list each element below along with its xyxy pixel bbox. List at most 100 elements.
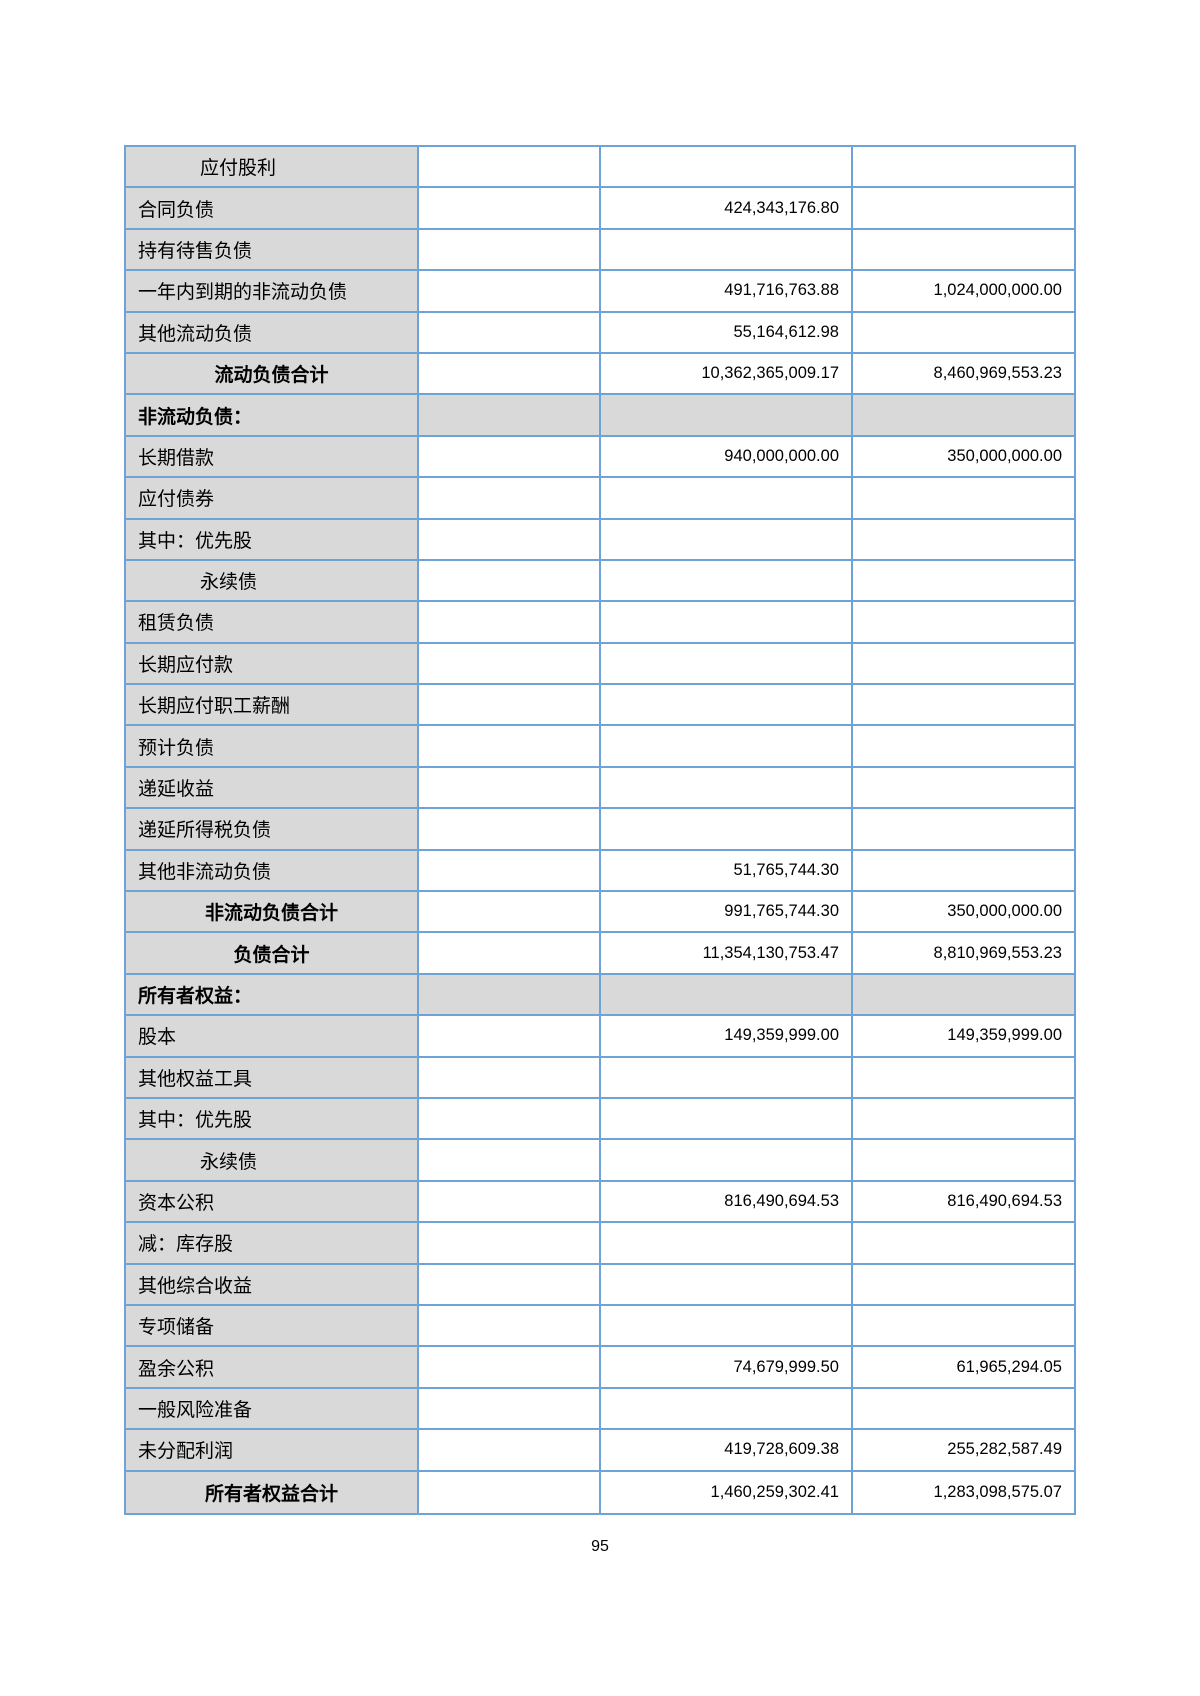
table-row: 未分配利润 419,728,609.38 255,282,587.49 xyxy=(126,1430,1074,1472)
table-row: 所有者权益合计 1,460,259,302.41 1,283,098,575.07 xyxy=(126,1471,1074,1513)
current-period-value: 55,164,612.98 xyxy=(601,312,853,352)
current-period-value xyxy=(601,726,853,766)
row-item-label: 递延所得税负债 xyxy=(126,809,419,849)
current-period-value xyxy=(601,147,853,187)
note-cell xyxy=(419,1388,601,1429)
current-period-value xyxy=(601,478,853,518)
row-item-label: 非流动负债合计 xyxy=(126,892,419,932)
row-item-label: 永续债 xyxy=(126,560,419,601)
prior-period-value xyxy=(853,560,1074,601)
row-item-label: 一年内到期的非流动负债 xyxy=(126,271,419,311)
note-cell xyxy=(419,560,601,601)
current-period-value xyxy=(601,1140,853,1180)
table-row: 其中：优先股 xyxy=(126,1098,1074,1141)
note-cell xyxy=(419,1140,601,1180)
prior-period-value: 149,359,999.00 xyxy=(853,1016,1074,1056)
row-item-label: 专项储备 xyxy=(126,1305,419,1346)
row-item-label: 其他权益工具 xyxy=(126,1057,419,1097)
row-item-label: 其中：优先股 xyxy=(126,1098,419,1139)
current-period-value: 491,716,763.88 xyxy=(601,271,853,311)
prior-period-value xyxy=(853,602,1074,642)
current-period-value: 74,679,999.50 xyxy=(601,1347,853,1387)
row-item-label: 其他流动负债 xyxy=(126,312,419,352)
note-cell xyxy=(419,643,601,684)
row-item-label: 持有待售负债 xyxy=(126,229,419,270)
prior-period-value xyxy=(853,478,1074,518)
prior-period-value xyxy=(853,726,1074,766)
current-period-value xyxy=(601,1223,853,1263)
note-cell xyxy=(419,229,601,270)
note-cell xyxy=(419,933,601,973)
row-item-label: 预计负债 xyxy=(126,726,419,766)
prior-period-value: 8,810,969,553.23 xyxy=(853,933,1074,973)
current-period-value: 1,460,259,302.41 xyxy=(601,1471,853,1513)
prior-period-value xyxy=(853,188,1074,228)
current-period-value: 10,362,365,009.17 xyxy=(601,353,853,394)
prior-period-value: 350,000,000.00 xyxy=(853,436,1074,477)
prior-period-value xyxy=(853,229,1074,270)
table-row: 其他权益工具 xyxy=(126,1057,1074,1099)
row-item-label: 盈余公积 xyxy=(126,1347,419,1387)
page-number: 95 xyxy=(591,1538,609,1555)
note-cell xyxy=(419,685,601,725)
note-cell xyxy=(419,1430,601,1470)
row-item-label: 其他非流动负债 xyxy=(126,850,419,891)
current-period-value xyxy=(601,643,853,684)
current-period-value xyxy=(601,1098,853,1139)
table-row: 其他非流动负债 51,765,744.30 xyxy=(126,850,1074,893)
row-item-label: 合同负债 xyxy=(126,188,419,228)
prior-period-value xyxy=(853,1098,1074,1139)
current-period-value xyxy=(601,229,853,270)
row-item-label: 流动负债合计 xyxy=(126,353,419,394)
prior-period-value xyxy=(853,1140,1074,1180)
row-item-label: 所有者权益合计 xyxy=(126,1471,419,1513)
note-cell xyxy=(419,271,601,311)
table-row: 预计负债 xyxy=(126,726,1074,768)
table-row: 递延收益 xyxy=(126,767,1074,810)
table-row: 专项储备 xyxy=(126,1305,1074,1348)
table-row: 盈余公积 74,679,999.50 61,965,294.05 xyxy=(126,1347,1074,1389)
note-cell xyxy=(419,767,601,808)
row-item-label: 长期应付职工薪酬 xyxy=(126,685,419,725)
current-period-value: 149,359,999.00 xyxy=(601,1016,853,1056)
prior-period-value: 61,965,294.05 xyxy=(853,1347,1074,1387)
note-cell xyxy=(419,1471,601,1513)
note-cell xyxy=(419,726,601,766)
note-cell xyxy=(419,850,601,891)
table-row: 流动负债合计 10,362,365,009.17 8,460,969,553.23 xyxy=(126,353,1074,396)
table-row: 合同负债 424,343,176.80 xyxy=(126,188,1074,230)
note-cell xyxy=(419,353,601,394)
prior-period-value xyxy=(853,147,1074,187)
table-row: 租赁负债 xyxy=(126,602,1074,644)
current-period-value xyxy=(601,1264,853,1304)
row-item-label: 应付股利 xyxy=(126,147,419,187)
note-cell xyxy=(419,147,601,187)
table-row: 应付股利 xyxy=(126,147,1074,189)
prior-period-value xyxy=(853,312,1074,352)
prior-period-value xyxy=(853,1223,1074,1263)
row-item-label: 一般风险准备 xyxy=(126,1388,419,1429)
current-period-value xyxy=(601,1057,853,1097)
current-period-value xyxy=(601,767,853,808)
current-period-value xyxy=(601,809,853,849)
note-cell xyxy=(419,1264,601,1304)
table-row: 其他综合收益 xyxy=(126,1264,1074,1306)
table-row: 长期应付款 xyxy=(126,643,1074,686)
table-row: 永续债 xyxy=(126,1140,1074,1182)
row-item-label: 其中：优先股 xyxy=(126,519,419,559)
table-row: 负债合计 11,354,130,753.47 8,810,969,553.23 xyxy=(126,933,1074,975)
table-row: 长期借款 940,000,000.00 350,000,000.00 xyxy=(126,436,1074,479)
prior-period-value: 1,024,000,000.00 xyxy=(853,271,1074,311)
row-item-label: 未分配利润 xyxy=(126,1430,419,1470)
note-cell xyxy=(419,478,601,518)
note-cell xyxy=(419,1223,601,1263)
current-period-value: 816,490,694.53 xyxy=(601,1181,853,1222)
table-row: 长期应付职工薪酬 xyxy=(126,685,1074,727)
table-row: 减：库存股 xyxy=(126,1223,1074,1265)
current-period-value: 991,765,744.30 xyxy=(601,892,853,932)
row-item-label: 股本 xyxy=(126,1016,419,1056)
balance-sheet-table: 应付股利 合同负债 424,343,176.80 持有待售负债 一年内到期的非流动负债 4… xyxy=(124,145,1076,1515)
current-period-value: 940,000,000.00 xyxy=(601,436,853,477)
prior-period-value: 350,000,000.00 xyxy=(853,892,1074,932)
